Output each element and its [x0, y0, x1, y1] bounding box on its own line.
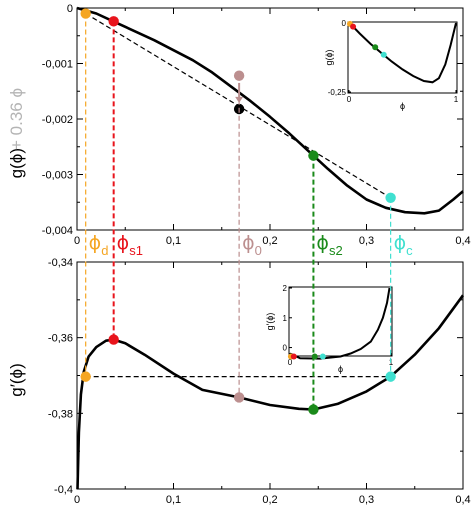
bottom-data-point — [308, 404, 319, 415]
top-x-tick-label: 0,3 — [359, 235, 374, 247]
top-inset-data-point — [350, 23, 357, 30]
top-inset-data-point — [380, 51, 387, 58]
bottom-inset-x-tick-label: 1 — [389, 358, 394, 367]
bottom-inset-y-title: g′(ϕ) — [265, 313, 275, 331]
top-y-tick-label: -0,001 — [42, 59, 73, 71]
top-y-axis-title: g(ϕ) — [7, 148, 26, 178]
bottom-data-point — [108, 334, 119, 345]
bottom-inset-data-point — [290, 353, 297, 360]
phi-0-label: ϕ0 — [242, 232, 262, 258]
phi-guide-lines — [85, 13, 392, 410]
bottom-y-tick-label: -0,34 — [48, 257, 73, 269]
bottom-inset-y-tick-label: 0 — [283, 344, 288, 353]
top-y-tick-label: -0,002 — [42, 114, 73, 126]
bottom-inset: 0 1 0 1 2 ϕ g′(ϕ) — [265, 284, 394, 374]
top-inset-y-tick-label: -0,25 — [328, 88, 347, 97]
bottom-y-tick-label: -0,36 — [48, 333, 73, 345]
phi-d-label: ϕd — [89, 232, 109, 258]
bottom-y-tick-label: -0,38 — [48, 408, 73, 420]
top-y-tick-label: -0,003 — [42, 170, 73, 182]
phi-c-label: ϕc — [394, 232, 414, 258]
top-series-line — [76, 6, 464, 215]
top-inset-data-point — [372, 44, 379, 51]
phi-s2-label: ϕs2 — [316, 232, 342, 258]
phi-labels: ϕd ϕs1 ϕ0 ϕs2 ϕc — [89, 232, 413, 258]
bottom-y-axis-title: g′(ϕ) — [7, 363, 26, 397]
top-y-tick-label: -0,004 — [42, 225, 73, 237]
bottom-x-tick-label: 0,4 — [455, 494, 470, 506]
top-inset-y-tick-label: 0 — [342, 19, 347, 28]
bottom-y-tick-label: -0,4 — [54, 484, 73, 496]
top-inset-y-title: g(ϕ) — [324, 49, 334, 65]
bottom-x-tick-label: 0,2 — [262, 494, 277, 506]
top-inset-x-tick-label: 1 — [454, 95, 459, 104]
top-inset-series-line — [348, 22, 457, 84]
bottom-series-line — [76, 294, 465, 490]
top-x-tick-label: 0,4 — [455, 235, 470, 247]
bottom-inset-data-point — [319, 353, 326, 360]
top-inset-x-title: ϕ — [400, 101, 405, 111]
phi-s1-label: ϕs1 — [117, 232, 143, 258]
top-inset-frame — [347, 21, 458, 94]
top-x-tick-label: 0 — [74, 235, 80, 247]
top-x-tick-label: 0,1 — [166, 235, 181, 247]
bottom-inset-y-tick-label: 1 — [283, 314, 288, 323]
bottom-inset-x-tick-label: 0 — [288, 358, 293, 367]
bottom-panel: 00,10,20,30,4-0,34-0,36-0,38-0,401012ϕg′… — [48, 257, 471, 506]
bottom-x-tick-label: 0,3 — [359, 494, 374, 506]
top-inset-x-tick-label: 0 — [347, 95, 352, 104]
bottom-plot-frame — [76, 261, 464, 490]
bottom-inset-x-title: ϕ — [338, 364, 343, 374]
top-y-tick-label: 0 — [67, 3, 73, 15]
top-x-tick-label: 0,2 — [262, 235, 277, 247]
bottom-x-tick-label: 0,1 — [166, 494, 181, 506]
top-y-axis-title-suffix: + 0.36 ϕ — [7, 88, 26, 150]
bottom-inset-y-tick-label: 2 — [283, 284, 288, 293]
bottom-x-tick-label: 0 — [74, 494, 80, 506]
bottom-inset-frame — [288, 286, 393, 357]
